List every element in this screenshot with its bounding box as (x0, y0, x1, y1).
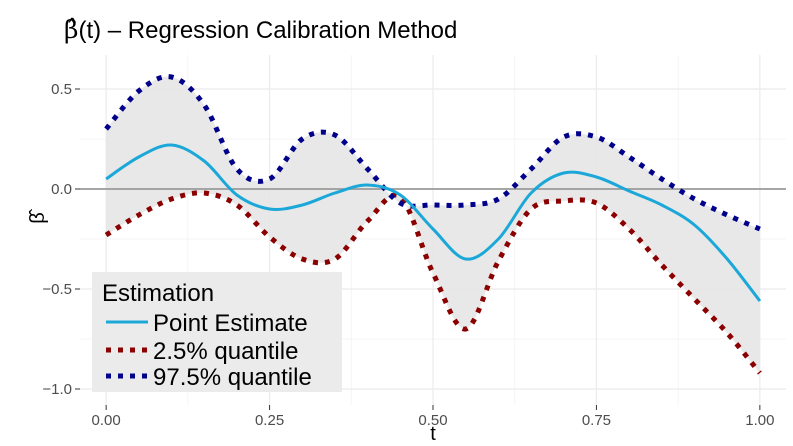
title-beta-symbol: β̂ (64, 15, 78, 44)
legend-background (92, 272, 342, 392)
y-axis-title: β̂ (27, 208, 49, 224)
series-point-estimate-line (105, 143, 762, 302)
series-lower-quantile-line (104, 190, 762, 375)
x-tick-label: 0.75 (582, 412, 611, 429)
confidence-band (106, 76, 760, 373)
y-tick-label: 0.5 (51, 81, 72, 98)
legend-label-upper-quantile: 97.5% quantile (153, 364, 312, 391)
x-tick-label: 0.25 (255, 412, 284, 429)
series-upper-quantile-line (104, 74, 761, 232)
x-axis-ticks: 0.00 0.25 0.50 0.75 1.00 (92, 405, 774, 429)
y-tick-label: −0.5 (42, 281, 72, 298)
chart-title: β̂(t) – Regression Calibration Method (64, 15, 457, 44)
legend-label-lower-quantile: 2.5% quantile (153, 338, 298, 365)
x-tick-label: 1.00 (745, 412, 774, 429)
legend-title: Estimation (102, 280, 214, 307)
x-axis-title: t (430, 423, 436, 445)
title-argument: (t) (78, 17, 101, 44)
y-tick-label: 0.0 (51, 181, 72, 198)
x-tick-label: 0.00 (92, 412, 121, 429)
title-text: – Regression Calibration Method (101, 17, 457, 44)
y-tick-label: −1.0 (42, 381, 72, 398)
legend-label-point-estimate: Point Estimate (153, 310, 308, 337)
y-axis-ticks: −1.0 −0.5 0.0 0.5 (42, 81, 80, 398)
legend: Estimation Point Estimate 2.5% quantile … (92, 272, 342, 392)
x-tick-label: 0.50 (418, 412, 447, 429)
